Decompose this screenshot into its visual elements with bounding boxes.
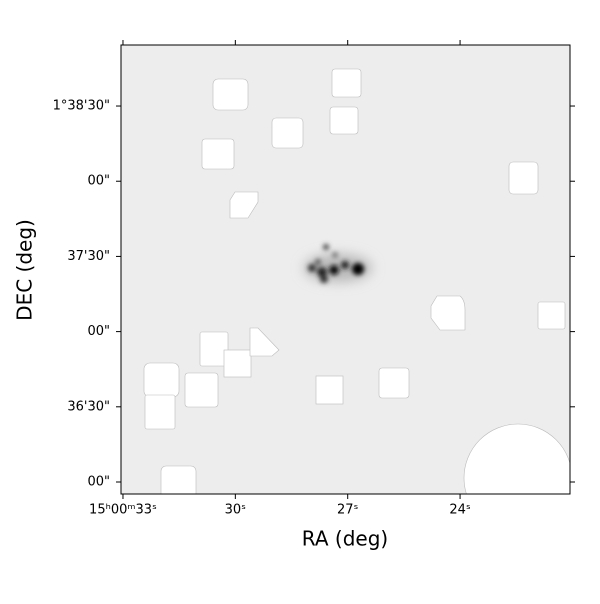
y-tick-label: 1°38'30": [53, 99, 110, 114]
y-tick-label: 36'30": [67, 399, 110, 414]
y-tick-label: 37'30": [67, 249, 110, 264]
y-tick-label: 00": [87, 324, 110, 339]
y-axis-label: DEC (deg): [13, 219, 37, 321]
x-tick-label: 24ˢ: [449, 503, 471, 518]
y-tick-label: 00": [87, 174, 110, 189]
sky-image: [121, 45, 570, 494]
plot-frame: [120, 44, 571, 495]
x-axis-label: RA (deg): [302, 527, 388, 551]
x-tick-label: 30ˢ: [225, 503, 247, 518]
masked-regions: [143, 68, 570, 494]
galaxy: [308, 244, 364, 283]
x-tick-label: 15ʰ00ᵐ33ˢ: [89, 503, 157, 518]
y-tick-label: 00": [87, 474, 110, 489]
x-tick-label: 27ˢ: [337, 503, 359, 518]
